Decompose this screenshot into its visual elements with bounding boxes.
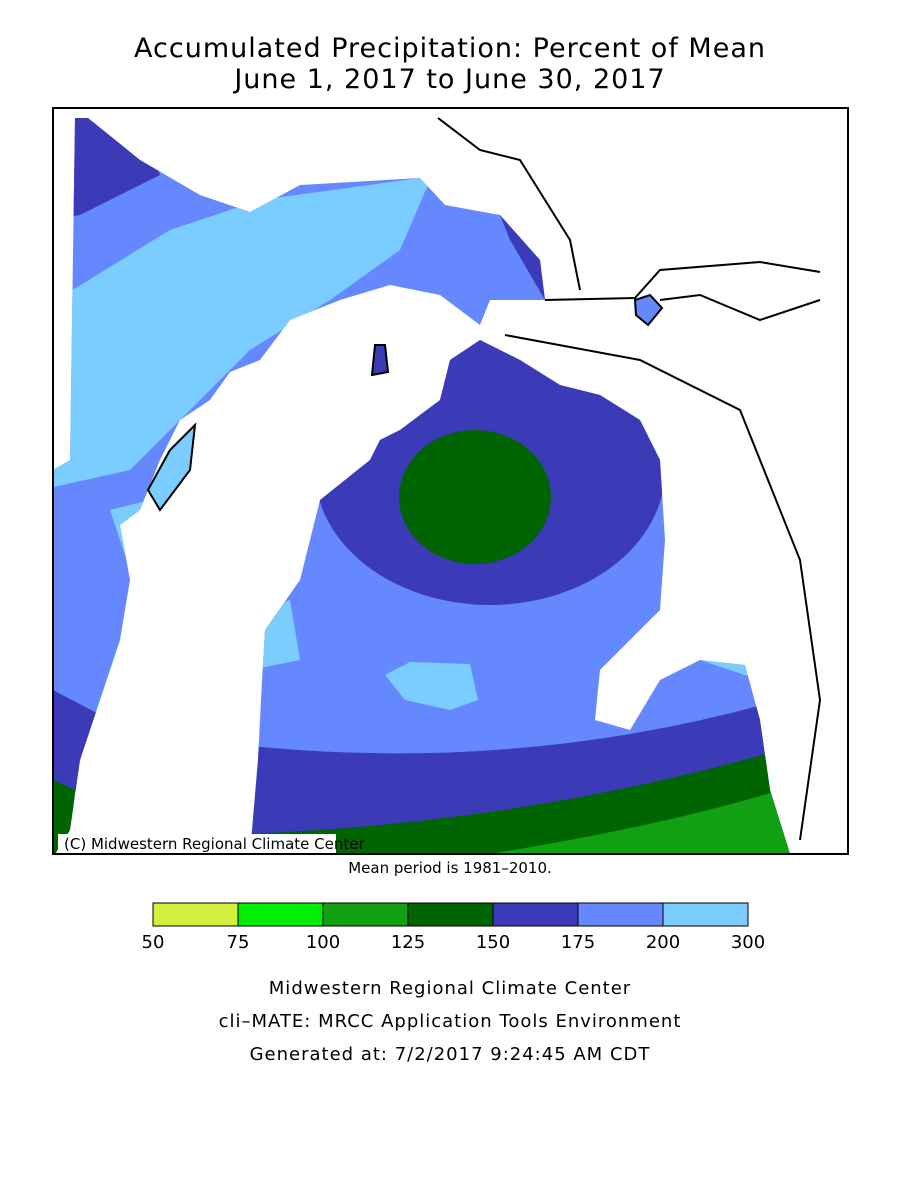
legend: 50 75 100 125 150 175 200 300 [142,902,765,953]
legend-swatch [237,902,324,927]
footer-line: cli–MATE: MRCC Application Tools Environ… [219,1011,682,1032]
legend-swatch [662,902,749,927]
legend-swatch [322,902,409,927]
footer-line: Midwestern Regional Climate Center [269,978,631,999]
legend-tick-label: 100 [306,932,340,953]
legend-tick-label: 50 [142,932,165,953]
legend-tick-label: 125 [391,932,425,953]
footer-line: Generated at: 7/2/2017 9:24:45 AM CDT [250,1044,651,1065]
legend-tick-label: 300 [731,932,765,953]
legend-tick-label: 75 [227,932,250,953]
title-line: June 1, 2017 to June 30, 2017 [232,64,665,95]
legend-tick-label: 175 [561,932,595,953]
credit-box [58,834,336,853]
legend-swatch [492,902,579,927]
legend-swatch [407,902,494,927]
legend-tick-label: 200 [646,932,680,953]
map: (C) Midwestern Regional Climate Center [52,107,849,855]
legend-swatch [577,902,664,927]
legend-tick-label: 150 [476,932,510,953]
legend-swatch [152,902,239,927]
map-frame [52,107,849,855]
note: Mean period is 1981–2010. [348,859,552,877]
map-credit: (C) Midwestern Regional Climate Center [64,835,365,853]
title-line: Accumulated Precipitation: Percent of Me… [134,33,766,64]
